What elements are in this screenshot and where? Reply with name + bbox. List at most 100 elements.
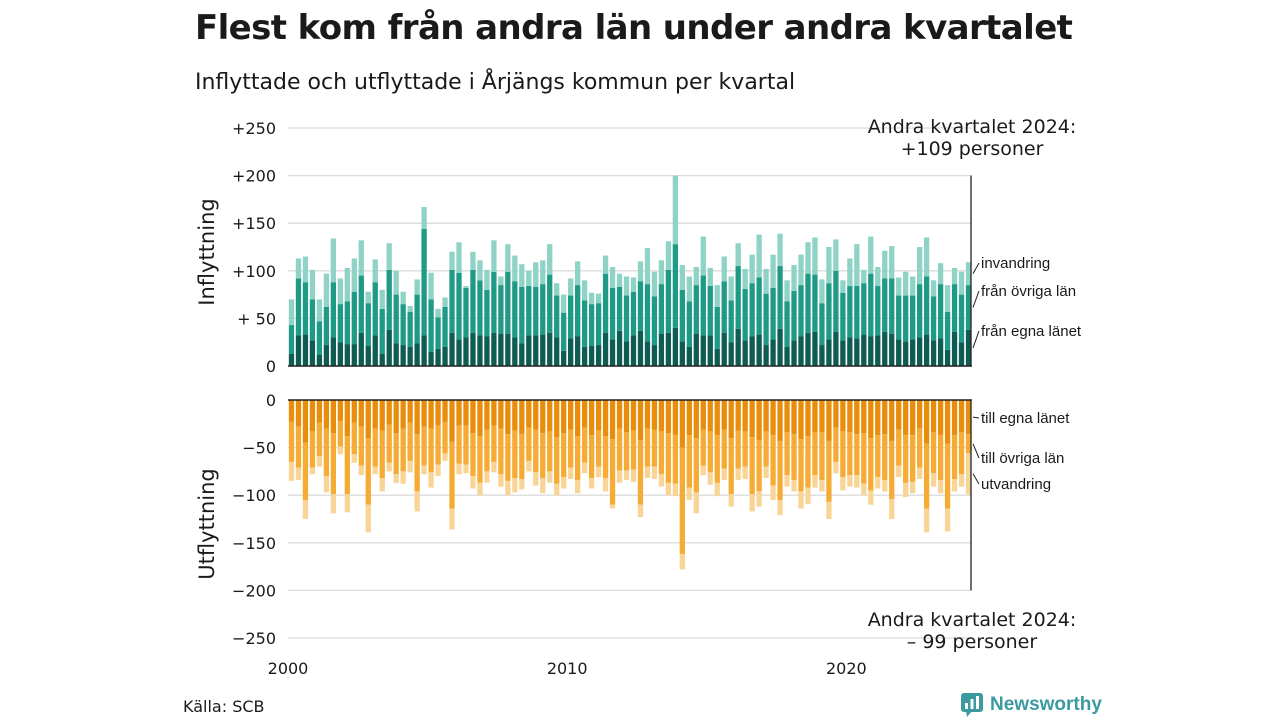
bar-inflyttning-series-1: [302, 334, 309, 366]
bar-utflyttning-series-3: [512, 478, 518, 493]
bar-inflyttning-series-1: [491, 332, 497, 366]
bar-utflyttning-series-3: [777, 499, 783, 516]
bar-utflyttning-series-2: [351, 422, 357, 455]
bar-utflyttning-series-1: [609, 400, 616, 440]
legend-label: till egna länet: [981, 410, 1070, 427]
bar-inflyttning-series-1: [861, 334, 867, 366]
bar-inflyttning-series-3: [630, 277, 637, 292]
bar-inflyttning-series-3: [379, 289, 385, 309]
bar-inflyttning-series-3: [637, 261, 644, 282]
bar-utflyttning-series-2: [379, 430, 385, 479]
bar-utflyttning-series-1: [616, 400, 623, 429]
bar-utflyttning-series-1: [742, 400, 748, 432]
bar-utflyttning-series-3: [491, 461, 497, 473]
newsworthy-logo-icon: [961, 693, 983, 717]
bar-utflyttning-series-2: [903, 435, 909, 483]
bar-inflyttning-series-2: [917, 284, 923, 338]
annotations: Andra kvartalet 2024:+109 personerAndra …: [868, 116, 1077, 653]
bar-utflyttning-series-2: [540, 433, 546, 479]
bar-inflyttning-series-3: [728, 276, 734, 301]
bar-inflyttning-series-2: [910, 295, 916, 340]
annotation-text: – 99 personer: [907, 631, 1038, 653]
bar-inflyttning-series-3: [288, 299, 295, 326]
bar-inflyttning-series-1: [477, 335, 483, 366]
bar-utflyttning-series-1: [658, 400, 665, 432]
bar-utflyttning-series-3: [484, 471, 490, 483]
bar-utflyttning-series-2: [693, 438, 699, 493]
bar-utflyttning-series-1: [791, 400, 797, 435]
bar-utflyttning-series-2: [707, 431, 713, 473]
bar-inflyttning-series-2: [344, 301, 350, 345]
x-tick-label: 2020: [826, 659, 867, 678]
bar-utflyttning-series-3: [805, 487, 811, 504]
bar-inflyttning-series-1: [819, 345, 825, 366]
bar-inflyttning-series-3: [435, 308, 441, 318]
bar-inflyttning-series-3: [679, 265, 685, 290]
legend-connector: [972, 473, 980, 485]
bar-utflyttning-series-2: [386, 424, 392, 463]
legend-connector: [972, 290, 980, 308]
bar-utflyttning-series-1: [288, 400, 295, 422]
bar-inflyttning-series-3: [609, 266, 616, 288]
bar-inflyttning-series-1: [651, 345, 658, 366]
bar-inflyttning-series-1: [630, 335, 637, 366]
bar-inflyttning-series-2: [351, 291, 357, 345]
bar-inflyttning-series-3: [805, 242, 811, 274]
bar-inflyttning-series-3: [742, 268, 748, 289]
newsworthy-logo[interactable]: Newsworthy: [960, 692, 1102, 718]
bar-utflyttning-series-1: [735, 400, 741, 431]
bar-utflyttning-series-3: [721, 468, 727, 480]
bar-utflyttning-series-3: [442, 453, 448, 461]
source-label: Källa: SCB: [183, 697, 265, 716]
bar-inflyttning-series-2: [400, 304, 406, 346]
bar-inflyttning-series-1: [903, 341, 909, 366]
bar-utflyttning-series-2: [407, 422, 413, 461]
bar-inflyttning-series-2: [882, 278, 888, 332]
bar-inflyttning-series-1: [777, 328, 783, 366]
bar-utflyttning-series-1: [316, 400, 323, 423]
bar-inflyttning-series-3: [875, 266, 881, 287]
bar-utflyttning-series-3: [449, 508, 455, 530]
bar-inflyttning-series-1: [763, 345, 769, 366]
bar-inflyttning-series-1: [944, 349, 951, 366]
bar-utflyttning-series-2: [400, 428, 406, 472]
y-tick-label: −200: [232, 581, 276, 600]
bar-inflyttning-series-2: [609, 287, 616, 340]
bar-inflyttning-series-2: [798, 285, 804, 337]
bar-utflyttning-series-2: [568, 429, 574, 468]
bar-utflyttning-series-1: [540, 400, 546, 434]
chart-title: Flest kom från andra län under andra kva…: [195, 8, 1073, 48]
bar-inflyttning-series-2: [554, 295, 560, 338]
bar-inflyttning-series-3: [588, 292, 595, 305]
bar-inflyttning-series-2: [930, 296, 937, 341]
bar-inflyttning-series-2: [379, 308, 385, 354]
bar-inflyttning-series-2: [288, 325, 295, 354]
bar-utflyttning-series-1: [951, 400, 958, 436]
bar-inflyttning-series-3: [693, 266, 699, 286]
bar-utflyttning-series-3: [358, 465, 364, 476]
bar-utflyttning-series-1: [407, 400, 413, 423]
bar-utflyttning-series-3: [505, 480, 511, 496]
bar-utflyttning-series-3: [316, 456, 323, 467]
bar-utflyttning-series-1: [686, 400, 692, 436]
y-axis-title: Utflyttning: [195, 468, 219, 580]
bar-inflyttning-series-2: [428, 299, 434, 352]
bar-utflyttning-series-3: [568, 467, 574, 480]
bar-inflyttning-series-2: [826, 283, 832, 340]
bar-inflyttning-series-2: [847, 286, 853, 338]
bar-inflyttning-series-3: [505, 244, 511, 272]
bar-inflyttning-series-3: [407, 306, 413, 312]
bar-inflyttning-series-1: [519, 343, 525, 366]
bar-utflyttning-series-3: [372, 466, 378, 475]
bar-utflyttning-series-2: [288, 421, 295, 462]
bar-utflyttning-series-2: [665, 433, 672, 483]
bar-inflyttning-series-2: [463, 287, 469, 338]
bar-inflyttning-series-3: [358, 240, 364, 276]
annotation-text: +109 personer: [901, 138, 1044, 160]
bar-utflyttning-series-3: [561, 477, 567, 489]
bar-inflyttning-series-3: [616, 273, 623, 287]
bar-inflyttning-series-3: [526, 270, 532, 287]
bar-inflyttning-series-3: [756, 234, 762, 278]
bar-inflyttning-series-1: [889, 333, 895, 366]
bar-utflyttning-series-3: [658, 474, 665, 487]
